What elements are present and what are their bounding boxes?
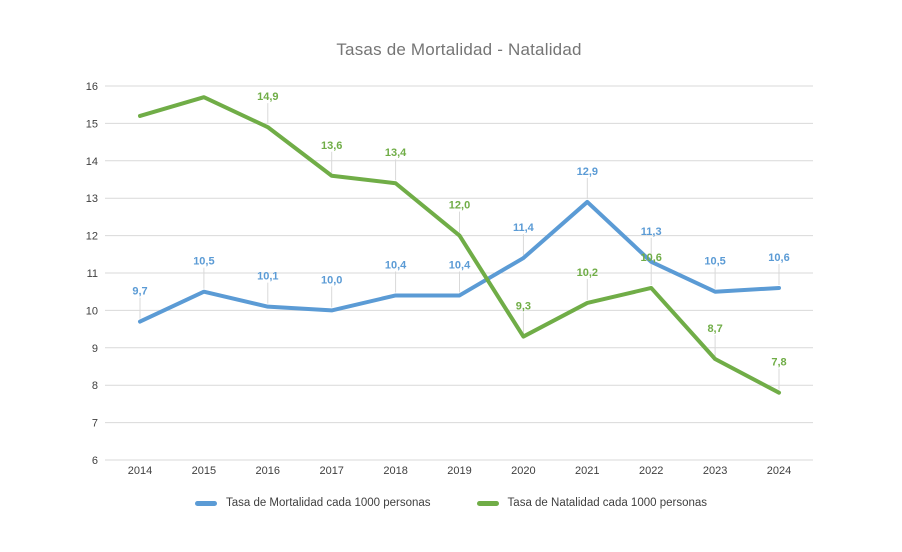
chart-legend: Tasa de Mortalidad cada 1000 personas Ta… [0, 497, 902, 509]
mortalidad-data-label: 10,5 [704, 256, 725, 268]
y-tick-label: 10 [86, 305, 98, 317]
natalidad-data-label: 13,6 [321, 140, 342, 152]
x-tick-label: 2015 [192, 465, 216, 477]
x-tick-label: 2024 [767, 465, 791, 477]
x-tick-label: 2017 [319, 465, 343, 477]
legend-item-mortalidad: Tasa de Mortalidad cada 1000 personas [194, 497, 431, 509]
mortalidad-data-label: 10,6 [768, 252, 789, 264]
mortalidad-data-label: 12,9 [577, 166, 598, 178]
x-tick-label: 2021 [575, 465, 599, 477]
x-tick-label: 2014 [128, 465, 152, 477]
mortalidad-data-label: 10,5 [193, 256, 214, 268]
mortalidad-series-line [138, 199, 781, 324]
chart-title: Tasas de Mortalidad - Natalidad [336, 40, 582, 59]
y-tick-label: 12 [86, 231, 98, 243]
y-tick-label: 8 [92, 380, 98, 392]
y-tick-label: 11 [87, 268, 98, 280]
y-tick-label: 13 [86, 193, 98, 205]
natalidad-series-swatch [476, 500, 499, 506]
x-tick-label: 2018 [383, 465, 407, 477]
mortalidad-series-swatch [194, 500, 217, 506]
y-tick-label: 14 [86, 156, 98, 168]
y-tick-label: 9 [92, 343, 98, 355]
mortalidad-data-label: 10,4 [449, 259, 471, 271]
y-tick-label: 6 [92, 455, 98, 467]
x-tick-label: 2016 [256, 465, 280, 477]
natalidad-series-line [138, 95, 781, 395]
natalidad-data-label: 10,6 [640, 252, 661, 264]
mortalidad-data-label: 10,1 [257, 271, 278, 283]
x-tick-label: 2022 [639, 465, 663, 477]
y-tick-label: 7 [92, 418, 98, 430]
x-tick-label: 2020 [511, 465, 535, 477]
natalidad-data-label: 9,3 [516, 301, 531, 313]
mortalidad-data-label: 10,0 [321, 274, 342, 286]
natalidad-data-label: 14,9 [257, 91, 278, 103]
mortalidad-data-label: 11,3 [641, 226, 662, 238]
mortalidad-data-label: 10,4 [385, 259, 407, 271]
y-tick-label: 16 [86, 81, 98, 93]
mortalidad-data-label: 11,4 [513, 222, 535, 234]
natalidad-data-label: 8,7 [707, 323, 722, 335]
x-tick-label: 2023 [703, 465, 727, 477]
mortalidad-data-label: 9,7 [132, 286, 147, 298]
natalidad-data-label: 7,8 [771, 357, 786, 369]
y-tick-label: 15 [86, 118, 98, 130]
legend-item-natalidad: Tasa de Natalidad cada 1000 personas [476, 497, 708, 509]
legend-item-label: Tasa de Natalidad cada 1000 personas [507, 497, 708, 509]
x-tick-label: 2019 [447, 465, 471, 477]
legend-item-label: Tasa de Mortalidad cada 1000 personas [225, 497, 431, 509]
natalidad-data-label: 10,2 [577, 267, 598, 279]
natalidad-data-label: 12,0 [449, 200, 470, 212]
natalidad-data-label: 13,4 [385, 147, 407, 159]
